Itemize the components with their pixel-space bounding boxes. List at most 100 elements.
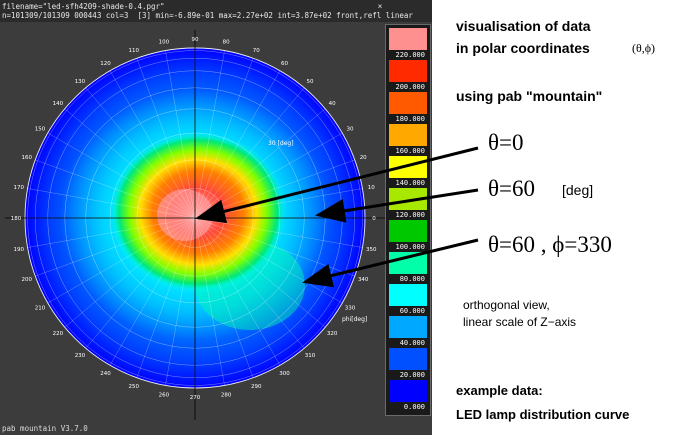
azimuth-label: 100 [159,40,170,46]
color-scale-label: 160.000 [395,147,425,155]
azimuth-label: 310 [305,353,316,359]
color-scale-swatch [389,156,427,178]
heading-line-1: visualisation of data [456,18,591,34]
color-scale-label: 100.000 [395,243,425,251]
color-scale-swatch [389,380,427,402]
azimuth-label: 120 [100,61,111,67]
azimuth-label: 270 [190,395,201,401]
color-scale-swatch [389,252,427,274]
phi-spoke [165,217,196,386]
phi-spoke [194,217,326,328]
azimuth-label: 280 [221,392,232,398]
phi-unit-label: phi[deg] [342,316,367,323]
azimuth-label: 190 [13,247,24,253]
polar-plot: 0 10 20 30 40 50 60 70 80 90 100 110 120 130 140 150 160… [5,30,385,420]
color-scale-label: 20.000 [399,371,425,379]
phi-spoke [64,108,196,219]
azimuth-label: 10 [368,185,375,191]
label-deg: [deg] [562,182,594,198]
close-button[interactable]: × [377,2,383,11]
phi-spoke [109,70,196,219]
color-scale-swatch [389,28,427,50]
azimuth-label: 330 [345,306,356,312]
phi-spoke [35,217,196,277]
color-scale-label: 220.000 [395,51,425,59]
note-line-1: orthogonal view, [463,298,550,312]
azimuth-label: 250 [129,384,140,390]
example-name: LED lamp distribution curve [456,407,630,422]
note-line-2: linear scale of Z−axis [463,315,577,329]
color-scale-label: 120.000 [395,211,425,219]
azimuth-label: 160 [22,155,33,161]
phi-spoke [64,217,196,328]
azimuth-label: 150 [35,127,46,133]
phi-spoke [85,87,196,219]
azimuth-label: 20 [360,155,367,161]
label-theta-60-phi-330: θ=60 , ϕ=330 [488,232,612,257]
color-scale-swatch [389,316,427,338]
heading-line-3: using pab "mountain" [456,88,603,104]
azimuth-label: 180 [11,216,22,222]
color-scale-label: 200.000 [395,83,425,91]
color-scale-label: 180.000 [395,115,425,123]
mountain-app-window: 0 10 20 30 40 50 60 70 80 90 100 110 120 130 140 150 160… [0,0,432,435]
phi-spoke [85,217,196,349]
azimuth-label: 70 [253,48,260,54]
phi-spoke [27,217,196,248]
heading-coords: (θ,ϕ) [632,41,656,55]
phi-spoke [109,217,196,366]
phi-spoke [194,217,254,378]
azimuth-label: 350 [366,247,377,253]
azimuth-label: 210 [35,306,46,312]
heading-line-2: in polar coordinates [456,40,590,56]
azimuth-label: 90 [192,37,199,43]
azimuth-label: 0 [372,216,376,222]
color-scale-swatch [389,220,427,242]
color-scale-label: 140.000 [395,179,425,187]
azimuth-label: 260 [159,392,170,398]
azimuth-label: 110 [129,48,140,54]
label-theta-0: θ=0 [488,130,524,155]
color-scale-label: 0.000 [403,403,425,411]
phi-spoke [136,217,196,378]
azimuth-label: 300 [279,371,290,377]
status-bar-version: pab mountain V3.7.0 [2,424,88,433]
theta-unit-label: 30 [deg] [268,140,294,147]
azimuth-label: 230 [75,353,86,359]
phi-spoke [194,217,225,386]
color-scale-bar: 220.000 200.000 180.000 160.000 140.000 120.0… [385,24,431,416]
azimuth-label: 200 [22,277,33,283]
color-scale-label: 60.000 [399,307,425,315]
phi-spoke [47,217,196,304]
phi-spoke [47,132,196,219]
title-bar: filename="led-sfh4209-shade-0.4.pgr" n=1… [0,0,432,22]
color-scale-swatch [389,188,427,210]
azimuth-label: 170 [13,185,24,191]
color-scale-swatch [389,124,427,146]
azimuth-label: 40 [329,101,336,107]
azimuth-label: 290 [251,384,262,390]
color-scale-swatch [389,92,427,114]
color-scale-label: 40.000 [399,339,425,347]
phi-spoke [194,217,343,304]
azimuth-label: 60 [281,61,288,67]
phi-spoke [35,159,196,219]
filename-text: filename="led-sfh4209-shade-0.4.pgr" [2,2,165,11]
phi-spoke [136,58,196,219]
phi-spoke [165,50,196,219]
color-scale-swatch [389,284,427,306]
azimuth-label: 30 [347,127,354,133]
azimuth-label: 50 [307,79,314,85]
color-scale-swatch [389,348,427,370]
dataset-info-text: n=101309/101309 000443 col=3 [3] min=-6.… [2,11,413,20]
phi-spoke [194,217,305,349]
azimuth-label: 240 [100,371,111,377]
azimuth-label: 140 [53,101,64,107]
azimuth-label: 320 [327,331,338,337]
azimuth-label: 80 [223,40,230,46]
color-scale-label: 80.000 [399,275,425,283]
color-scale-swatch [389,60,427,82]
azimuth-label: 220 [53,331,64,337]
example-label: example data: [456,383,543,398]
azimuth-label: 340 [358,277,369,283]
